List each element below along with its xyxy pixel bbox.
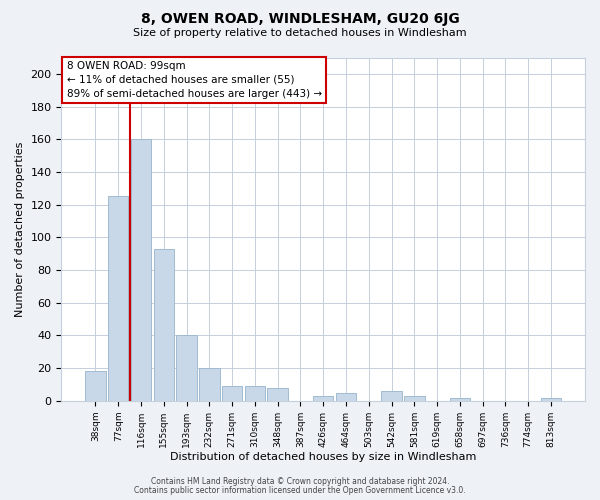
Bar — [245, 386, 265, 401]
Bar — [222, 386, 242, 401]
Bar — [85, 372, 106, 401]
Bar — [336, 392, 356, 401]
Bar — [404, 396, 425, 401]
Bar — [176, 336, 197, 401]
Bar — [268, 388, 288, 401]
X-axis label: Distribution of detached houses by size in Windlesham: Distribution of detached houses by size … — [170, 452, 476, 462]
Bar — [199, 368, 220, 401]
Text: 8, OWEN ROAD, WINDLESHAM, GU20 6JG: 8, OWEN ROAD, WINDLESHAM, GU20 6JG — [140, 12, 460, 26]
Text: Contains HM Land Registry data © Crown copyright and database right 2024.: Contains HM Land Registry data © Crown c… — [151, 477, 449, 486]
Text: 8 OWEN ROAD: 99sqm
← 11% of detached houses are smaller (55)
89% of semi-detache: 8 OWEN ROAD: 99sqm ← 11% of detached hou… — [67, 61, 322, 99]
Text: Size of property relative to detached houses in Windlesham: Size of property relative to detached ho… — [133, 28, 467, 38]
Bar — [154, 249, 174, 401]
Bar — [108, 196, 128, 401]
Bar — [131, 139, 151, 401]
Bar — [541, 398, 561, 401]
Bar — [381, 391, 402, 401]
Bar — [313, 396, 334, 401]
Text: Contains public sector information licensed under the Open Government Licence v3: Contains public sector information licen… — [134, 486, 466, 495]
Bar — [449, 398, 470, 401]
Y-axis label: Number of detached properties: Number of detached properties — [15, 142, 25, 317]
